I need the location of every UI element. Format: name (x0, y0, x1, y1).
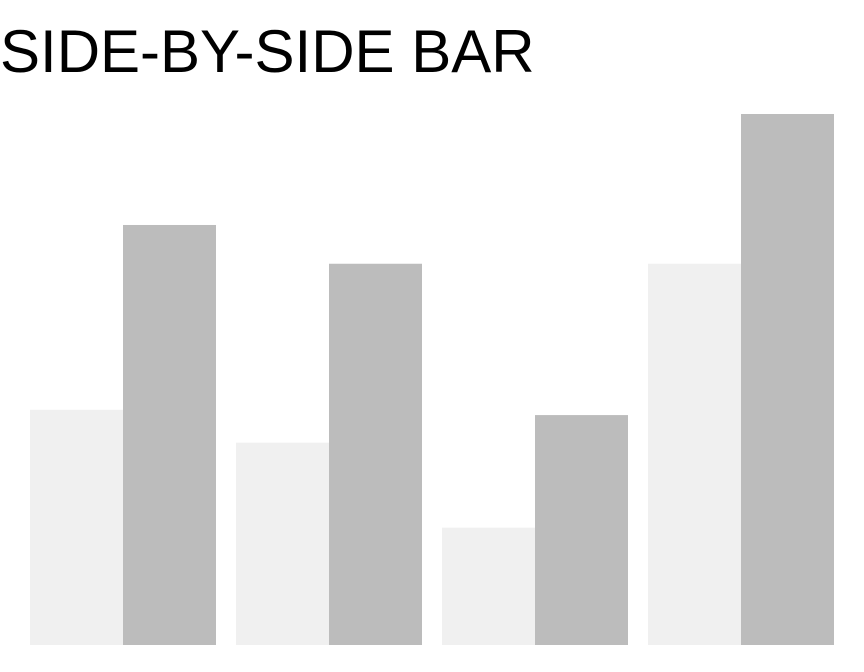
bar-series-1-group-2 (236, 442, 329, 645)
bar-series-2-group-4 (741, 114, 834, 645)
bar-group-3 (442, 415, 628, 645)
chart-title: SIDE-BY-SIDE BAR (0, 18, 535, 85)
bar-group-4 (648, 114, 834, 645)
bar-series-1-group-1 (30, 409, 123, 645)
bar-series-1-group-3 (442, 527, 535, 645)
bar-series-1-group-4 (648, 263, 741, 645)
bar-series-2-group-3 (535, 415, 628, 645)
bar-series-2-group-2 (329, 263, 422, 645)
bar-series-2-group-1 (123, 224, 216, 645)
bar-group-2 (236, 263, 422, 645)
bar-group-1 (30, 224, 216, 645)
